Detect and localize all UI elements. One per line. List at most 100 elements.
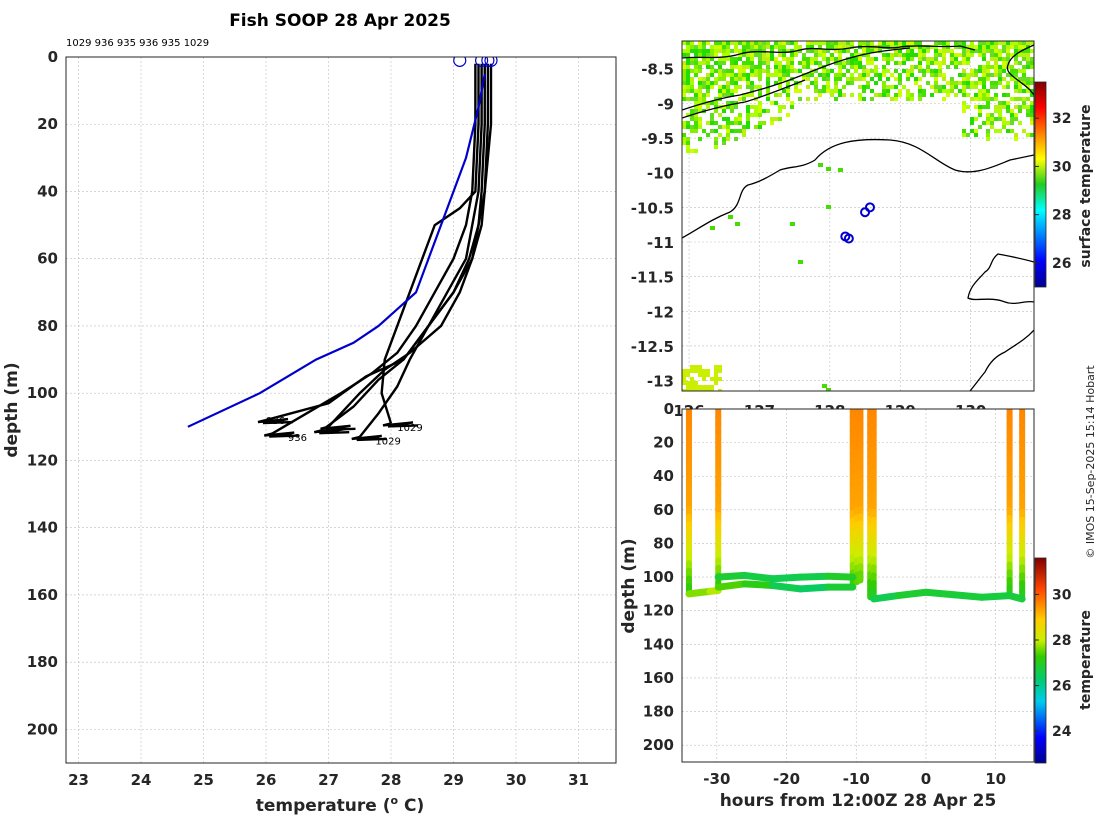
sst-pixel [698, 49, 702, 53]
sst-pixel [694, 49, 698, 53]
sst-pixel [822, 384, 827, 388]
sst-pixel [742, 53, 746, 57]
sst-pixel [998, 41, 1002, 45]
sst-pixel [866, 73, 870, 77]
sst-pixel [866, 85, 870, 89]
sst-pixel [730, 69, 734, 73]
sst-pixel [706, 373, 710, 377]
y-tick-label: 20 [37, 115, 58, 133]
sst-pixel [682, 49, 686, 53]
x-tick-label: 24 [131, 771, 152, 789]
sst-pixel [886, 61, 890, 65]
sst-pixel [846, 61, 850, 65]
sst-pixel [694, 149, 698, 153]
sst-pixel [706, 389, 710, 391]
sst-pixel [698, 81, 702, 85]
sst-pixel [746, 41, 750, 45]
sst-pixel [986, 45, 990, 49]
sst-pixel [830, 93, 834, 97]
sst-pixel [794, 45, 798, 49]
sst-pixel [818, 53, 822, 57]
y-tick-label: 200 [27, 720, 58, 738]
sst-pixel [786, 49, 790, 53]
sst-pixel [970, 53, 974, 57]
sst-pixel [746, 61, 750, 65]
sst-pixel [690, 381, 694, 385]
sst-pixel [790, 65, 794, 69]
sst-pixel [706, 81, 710, 85]
sst-pixel [990, 113, 994, 117]
sst-pixel [750, 69, 754, 73]
sst-pixel [762, 53, 766, 57]
y-tick-label: 60 [37, 250, 58, 268]
sst-pixel [758, 41, 762, 45]
sst-pixel [818, 49, 822, 53]
sst-pixel [1010, 77, 1014, 81]
sst-pixel [722, 109, 726, 113]
sst-pixel [938, 49, 942, 53]
sst-pixel [786, 73, 790, 77]
sst-pixel [982, 89, 986, 93]
sst-pixel [686, 373, 690, 377]
sst-pixel [722, 137, 726, 141]
sst-pixel [842, 85, 846, 89]
sst-pixel [1002, 105, 1006, 109]
surface-marker [453, 57, 467, 67]
sst-pixel [686, 97, 690, 101]
sst-pixel [778, 45, 782, 49]
sst-pixel [1030, 117, 1034, 121]
sst-pixel [1002, 41, 1006, 45]
sst-pixel [734, 77, 738, 81]
sst-pixel [970, 129, 974, 133]
sst-pixel [750, 73, 754, 77]
sst-pixel [722, 69, 726, 73]
sst-pixel [834, 49, 838, 53]
sst-pixel [750, 57, 754, 61]
sst-pixel [1022, 81, 1026, 85]
sst-pixel [922, 73, 926, 77]
sst-pixel [682, 53, 686, 57]
sst-pixel [966, 133, 970, 137]
profile-x-axis-label: temperature (o C) [256, 794, 425, 816]
sst-pixel [978, 105, 982, 109]
section-y-tick-label: 20 [653, 434, 674, 452]
sst-pixel [1002, 101, 1006, 105]
sst-pixel [850, 41, 854, 45]
sst-pixel [946, 93, 950, 97]
sst-pixel [982, 85, 986, 89]
sst-pixel [954, 65, 958, 69]
sst-pixel [914, 77, 918, 81]
sst-pixel [1022, 73, 1026, 77]
sst-pixel [698, 373, 702, 377]
sst-pixel [778, 41, 782, 45]
sst-pixel [726, 53, 730, 57]
x-tick-label: 29 [443, 771, 464, 789]
sst-pixel [766, 97, 770, 101]
sst-pixel [682, 121, 686, 125]
sst-pixel [842, 41, 846, 45]
sst-pixel [778, 65, 782, 69]
sst-pixel [986, 89, 990, 93]
sst-pixel [682, 369, 686, 373]
sst-pixel [730, 57, 734, 61]
sst-pixel [742, 129, 746, 133]
sst-pixel [890, 45, 894, 49]
sst-pixel [686, 385, 690, 389]
coastline-shelf [682, 138, 1034, 239]
sst-pixel [986, 65, 990, 69]
sst-pixel [830, 45, 834, 49]
sst-pixel [906, 97, 910, 101]
sst-pixel [686, 65, 690, 69]
sst-pixel [966, 57, 970, 61]
sst-pixel [1030, 133, 1034, 137]
sst-pixel [722, 57, 726, 61]
sst-pixel [870, 69, 874, 73]
sst-pixel [1014, 113, 1018, 117]
temperature-colorbar [1034, 557, 1047, 764]
profile-bottom-scribble [351, 434, 387, 442]
sst-pixel [966, 85, 970, 89]
sst-pixel [906, 69, 910, 73]
sst-pixel [778, 77, 782, 81]
sst-pixel [986, 61, 990, 65]
coastlines [682, 44, 1034, 391]
